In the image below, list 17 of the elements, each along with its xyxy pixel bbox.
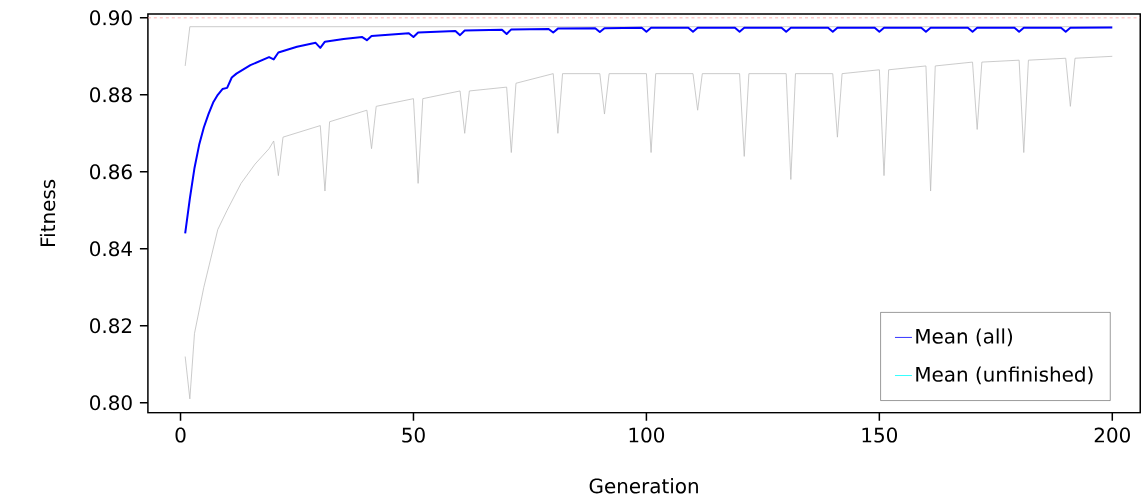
x-tick-label: 0	[175, 427, 186, 443]
x-tick-label: 200	[1094, 427, 1130, 443]
legend-label: Mean (all)	[916, 328, 1013, 347]
x-tick-label: 50	[402, 427, 425, 443]
line-series	[184, 56, 1113, 400]
x-tick-label: 150	[862, 427, 898, 443]
y-tick-label: 0.82	[90, 318, 132, 334]
x-axis-title: Generation	[589, 478, 698, 494]
y-axis-title: Fitness	[39, 180, 56, 247]
y-tick-label: 0.86	[90, 164, 132, 180]
y-tick-label: 0.90	[90, 10, 132, 26]
y-tick-label: 0.84	[90, 241, 132, 257]
y-tick-label: 0.80	[90, 395, 132, 411]
line-series	[184, 26, 1114, 235]
x-tick-label: 100	[629, 427, 665, 443]
legend-label: Mean (unfinished)	[916, 366, 1093, 385]
y-tick-label: 0.88	[90, 87, 132, 103]
